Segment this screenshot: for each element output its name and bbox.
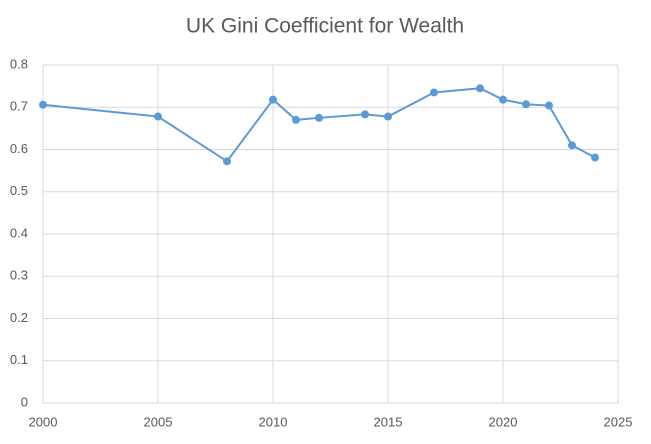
x-tick-label: 2010 (259, 414, 288, 429)
point (499, 95, 507, 104)
point (476, 84, 484, 93)
x-tick-label: 2015 (374, 414, 403, 429)
point (315, 113, 323, 122)
y-tick-label: 0.1 (10, 352, 28, 367)
point (361, 110, 369, 119)
y-tick-label: 0.4 (10, 225, 28, 240)
y-tick-label: 0.8 (10, 56, 28, 71)
point (568, 141, 576, 150)
point (154, 112, 162, 121)
y-tick-label: 0.3 (10, 268, 28, 283)
point (39, 100, 47, 109)
point (522, 100, 530, 109)
point (591, 153, 599, 162)
chart-title: UK Gini Coefficient for Wealth (186, 15, 464, 38)
series-line (42, 87, 596, 163)
point (269, 95, 277, 104)
x-tick-label: 2025 (604, 414, 633, 429)
x-tick-label: 2000 (29, 414, 58, 429)
y-tick-label: 0.5 (10, 183, 28, 198)
y-tick-label: 0.7 (10, 99, 28, 114)
point (292, 115, 300, 124)
point (223, 157, 231, 166)
x-tick-label: 2020 (489, 414, 518, 429)
point (384, 112, 392, 121)
y-tick-label: 0.6 (10, 141, 28, 156)
point (430, 88, 438, 97)
x-tick-label: 2005 (144, 414, 173, 429)
y-tick-label: 0 (21, 394, 28, 409)
point (545, 101, 553, 110)
y-tick-label: 0.2 (10, 310, 28, 325)
